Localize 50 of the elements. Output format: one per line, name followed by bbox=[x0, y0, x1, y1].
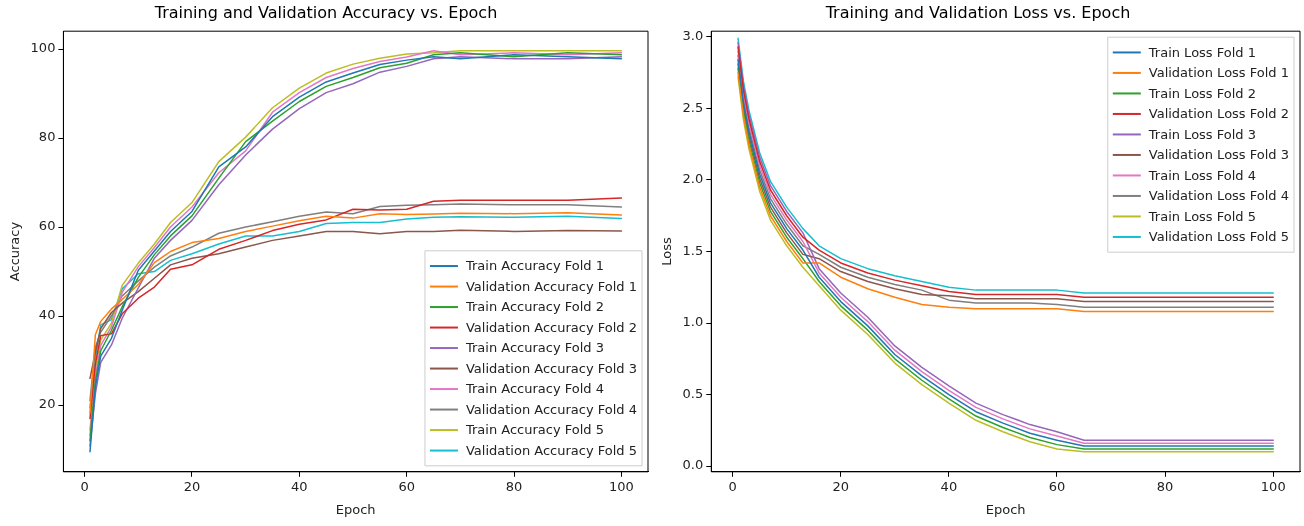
legend-label: Validation Loss Fold 3 bbox=[1148, 147, 1290, 163]
x-tick-label: 0 bbox=[80, 478, 89, 494]
legend-label: Validation Accuracy Fold 2 bbox=[465, 319, 637, 335]
y-tick-label: 80 bbox=[38, 129, 56, 145]
legend-label: Validation Accuracy Fold 1 bbox=[465, 278, 637, 294]
chart-title: Training and Validation Loss vs. Epoch bbox=[824, 2, 1131, 22]
legend-label: Train Loss Fold 1 bbox=[1147, 44, 1257, 60]
y-tick-label: 40 bbox=[38, 307, 56, 323]
x-tick-label: 80 bbox=[1156, 478, 1174, 494]
y-tick-label: 2.0 bbox=[682, 171, 704, 187]
y-tick-label: 1.5 bbox=[682, 242, 704, 258]
legend-label: Train Accuracy Fold 3 bbox=[464, 340, 604, 356]
chart-title: Training and Validation Accuracy vs. Epoch bbox=[153, 2, 498, 22]
legend-label: Validation Accuracy Fold 5 bbox=[465, 442, 637, 458]
legend-label: Validation Loss Fold 1 bbox=[1148, 65, 1290, 81]
x-tick-label: 20 bbox=[183, 478, 201, 494]
x-tick-label: 80 bbox=[505, 478, 523, 494]
x-tick-label: 60 bbox=[1048, 478, 1066, 494]
legend-label: Train Loss Fold 3 bbox=[1147, 126, 1257, 142]
y-tick-label: 100 bbox=[30, 40, 56, 56]
y-axis-title: Accuracy bbox=[7, 221, 23, 282]
legend-label: Validation Loss Fold 4 bbox=[1148, 188, 1290, 204]
legend-label: Validation Accuracy Fold 4 bbox=[465, 401, 637, 417]
x-axis-title: Epoch bbox=[985, 501, 1026, 517]
legend-label: Train Accuracy Fold 5 bbox=[464, 422, 604, 438]
legend-label: Validation Loss Fold 5 bbox=[1148, 229, 1290, 245]
x-tick-label: 40 bbox=[940, 478, 958, 494]
legend-label: Train Accuracy Fold 4 bbox=[464, 381, 604, 397]
x-axis-title: Epoch bbox=[335, 501, 376, 517]
legend-label: Train Loss Fold 4 bbox=[1147, 167, 1257, 183]
x-tick-label: 60 bbox=[398, 478, 415, 494]
legend-label: Train Loss Fold 5 bbox=[1147, 208, 1257, 224]
legend-label: Validation Loss Fold 2 bbox=[1148, 106, 1290, 122]
y-tick-label: 2.5 bbox=[682, 99, 704, 115]
y-tick-label: 60 bbox=[38, 218, 56, 234]
y-tick-label: 0.5 bbox=[682, 385, 704, 401]
legend-label: Train Accuracy Fold 2 bbox=[464, 299, 604, 315]
legend-label: Train Accuracy Fold 1 bbox=[464, 258, 604, 274]
x-tick-label: 100 bbox=[609, 478, 634, 494]
y-tick-label: 0.0 bbox=[682, 457, 704, 473]
y-axis-title: Loss bbox=[659, 237, 675, 266]
y-tick-label: 1.0 bbox=[682, 314, 704, 330]
legend-label: Train Loss Fold 2 bbox=[1147, 85, 1257, 101]
y-tick-label: 3.0 bbox=[682, 28, 704, 44]
x-tick-label: 100 bbox=[1260, 478, 1286, 494]
x-tick-label: 20 bbox=[832, 478, 850, 494]
x-tick-label: 0 bbox=[728, 478, 737, 494]
y-tick-label: 20 bbox=[38, 396, 56, 412]
legend-label: Validation Accuracy Fold 3 bbox=[465, 360, 637, 376]
x-tick-label: 40 bbox=[291, 478, 308, 494]
